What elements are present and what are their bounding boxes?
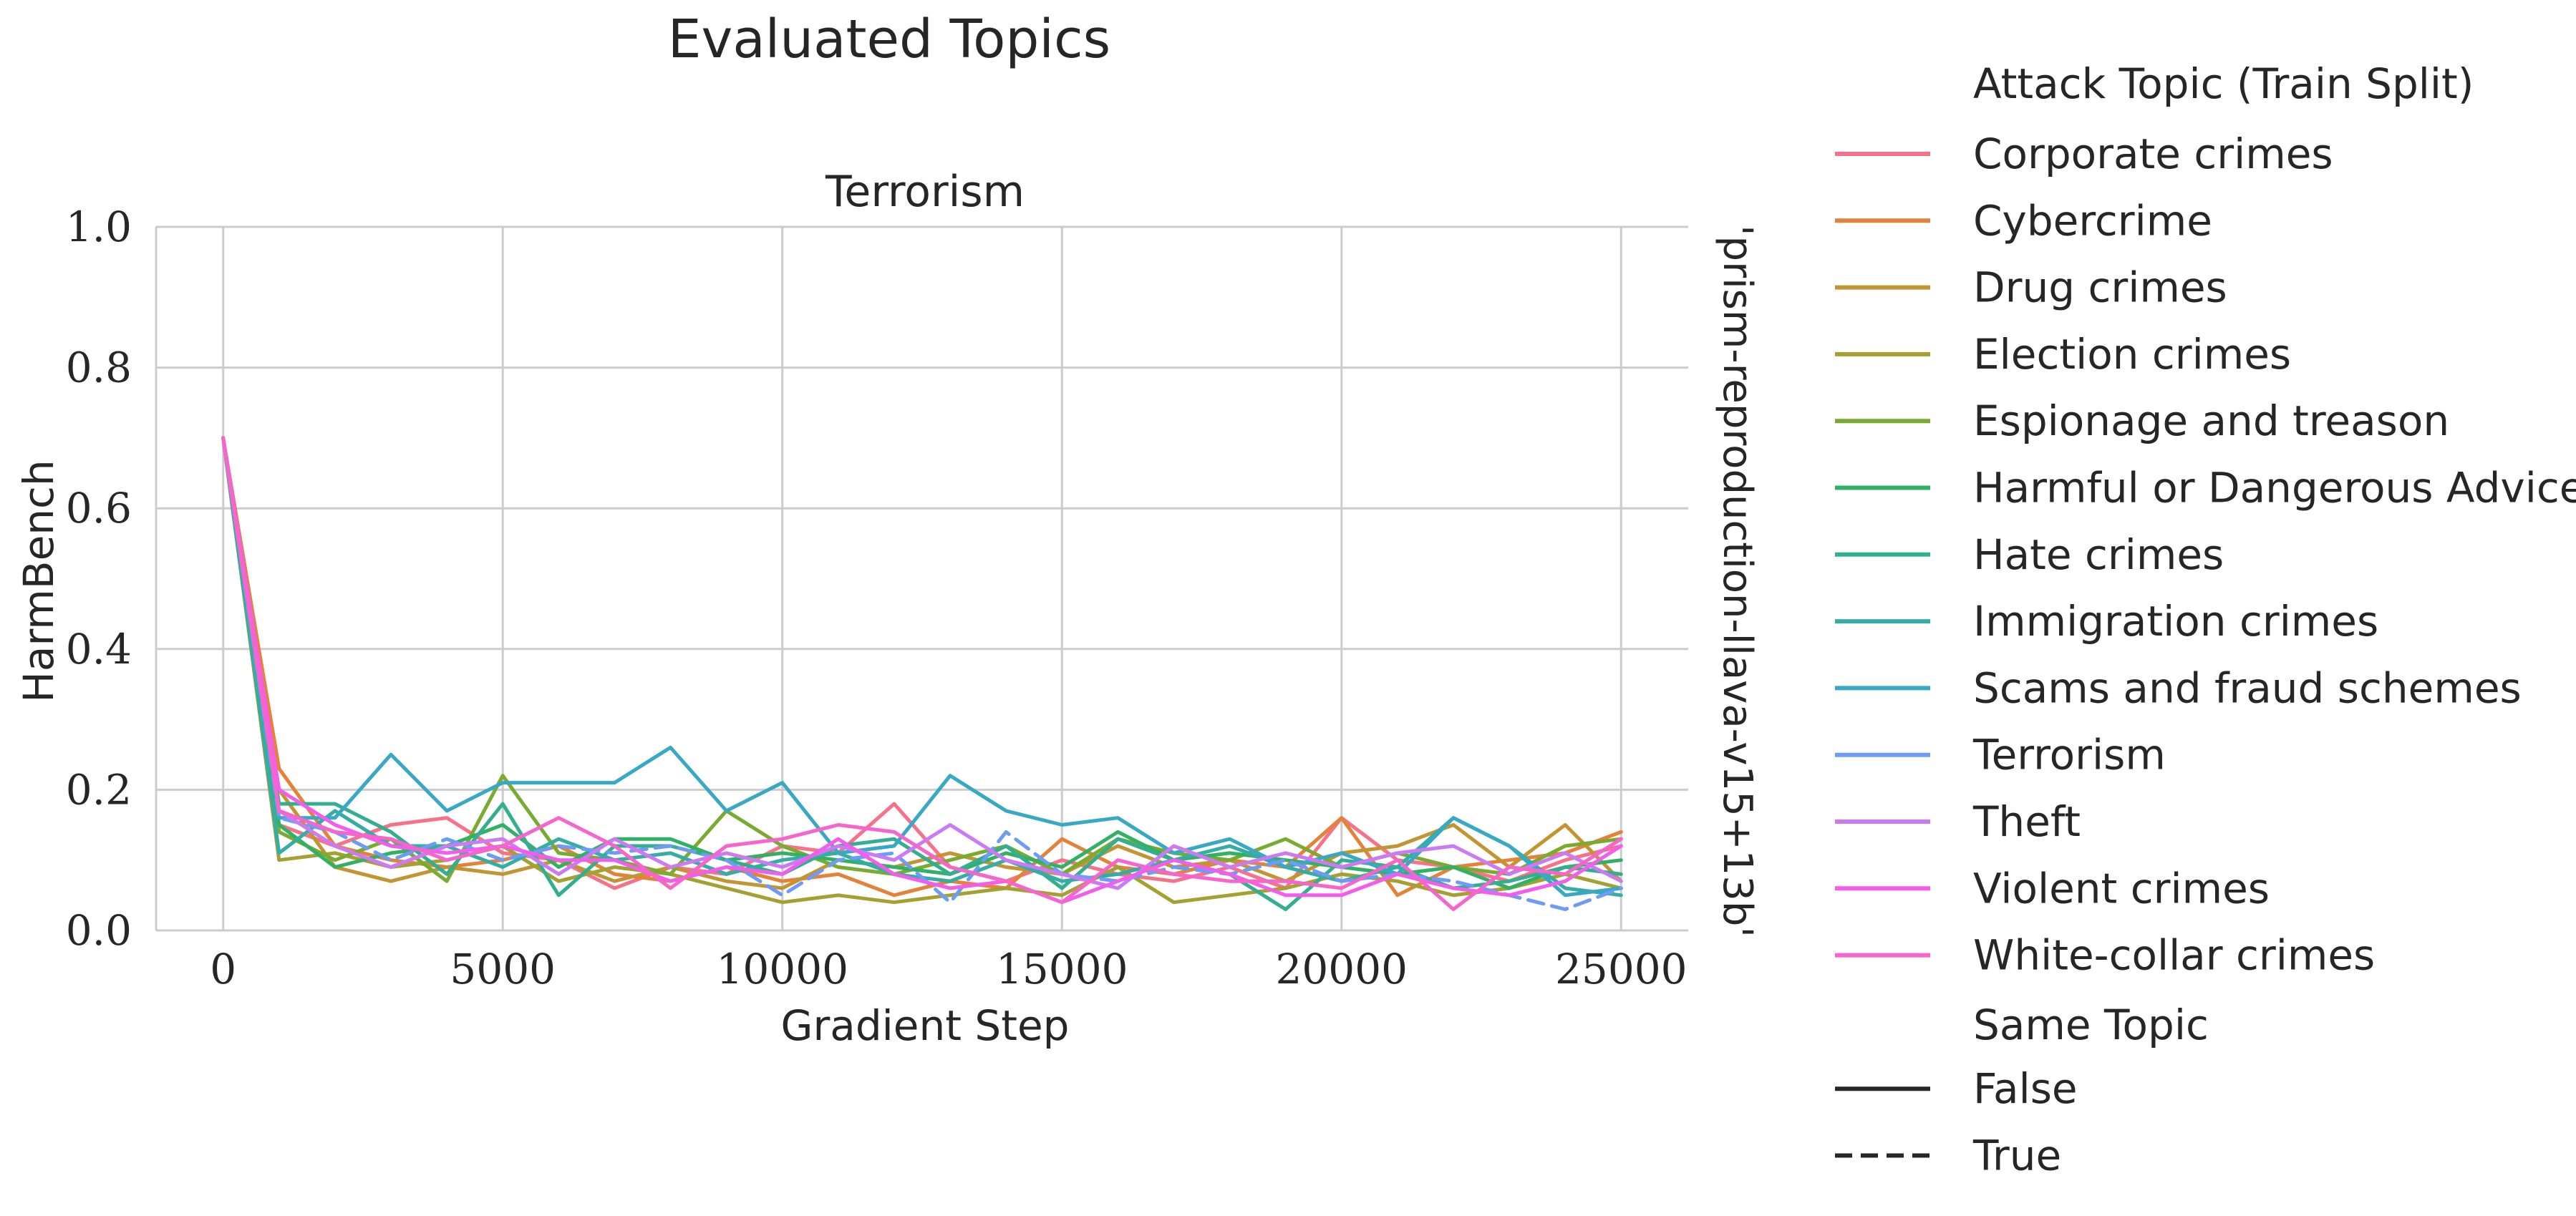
legend-style-label: False <box>1973 1064 2078 1113</box>
series-line-immigration-crimes <box>221 436 1623 898</box>
legend-entry-label: Theft <box>1972 797 2081 846</box>
legend-entry-label: Espionage and treason <box>1973 397 2449 445</box>
y-tick-label: 0.6 <box>66 484 132 532</box>
legend-entry-label: White-collar crimes <box>1973 931 2375 980</box>
series-line-corporate-crimes <box>221 436 1623 890</box>
x-axis-label: Gradient Step <box>781 1001 1070 1050</box>
legend: Attack Topic (Train Split) Corporate cri… <box>1835 59 2576 1180</box>
x-tick-label: 0 <box>210 945 236 993</box>
series-line-scams-and-fraud-schemes <box>221 436 1623 898</box>
series-layer <box>221 436 1623 911</box>
legend-entry-label: Violent crimes <box>1973 864 2270 913</box>
legend-style-label: True <box>1972 1132 2061 1180</box>
figure-title: Evaluated Topics <box>668 9 1110 70</box>
series-line-violent-crimes <box>221 436 1623 905</box>
legend-entry-label: Cybercrime <box>1973 196 2212 245</box>
series-line-drug-crimes <box>221 436 1623 890</box>
series-line-theft <box>221 436 1623 890</box>
x-tick-label: 20000 <box>1276 945 1408 993</box>
legend-entry-label: Immigration crimes <box>1973 597 2378 646</box>
x-tick-label: 25000 <box>1555 945 1688 993</box>
plot-area: 0.0 0.2 0.4 0.6 0.8 1.0 0 5000 10000 15000 20000 25… <box>66 203 1688 993</box>
y-axis-label: HarmBench <box>14 459 63 702</box>
y-tick-label: 1.0 <box>66 203 132 251</box>
x-tick-label: 5000 <box>450 945 556 993</box>
legend-entry-label: Harmful or Dangerous Advice <box>1973 464 2576 512</box>
x-tick-label: 15000 <box>996 945 1128 993</box>
legend-style-entries: False True <box>1835 1064 2078 1180</box>
legend-entry-label: Drug crimes <box>1973 263 2227 312</box>
legend-entry-label: Hate crimes <box>1973 530 2224 579</box>
legend-series-entries: Corporate crimes Cybercrime Drug crimes Ele… <box>1835 130 2576 980</box>
legend-entry-label: Election crimes <box>1973 330 2291 379</box>
y-tick-label: 0.4 <box>66 625 132 673</box>
tick-labels: 0.0 0.2 0.4 0.6 0.8 1.0 0 5000 10000 15000 20000 25… <box>66 203 1688 993</box>
grid <box>155 225 1688 932</box>
legend-title: Attack Topic (Train Split) <box>1973 59 2474 108</box>
legend-entry-label: Corporate crimes <box>1973 130 2333 178</box>
x-tick-label: 10000 <box>716 945 848 993</box>
legend-entry-label: Terrorism <box>1972 731 2166 779</box>
y-tick-label: 0.8 <box>66 344 132 392</box>
series-line-white-collar-crimes <box>221 436 1623 911</box>
legend-entry-label: Scams and fraud schemes <box>1973 663 2522 712</box>
series-line-espionage-and-treason <box>221 436 1623 883</box>
series-line-terrorism <box>221 436 1623 911</box>
subplot-title: Terrorism <box>825 167 1025 217</box>
series-line-cybercrime <box>221 436 1623 898</box>
style-legend-title: Same Topic <box>1973 1001 2209 1049</box>
y-tick-label: 0.2 <box>66 765 132 814</box>
row-label: 'prism-reproduction-llava-v15+13b' <box>1714 225 1761 938</box>
y-tick-label: 0.0 <box>66 906 132 955</box>
